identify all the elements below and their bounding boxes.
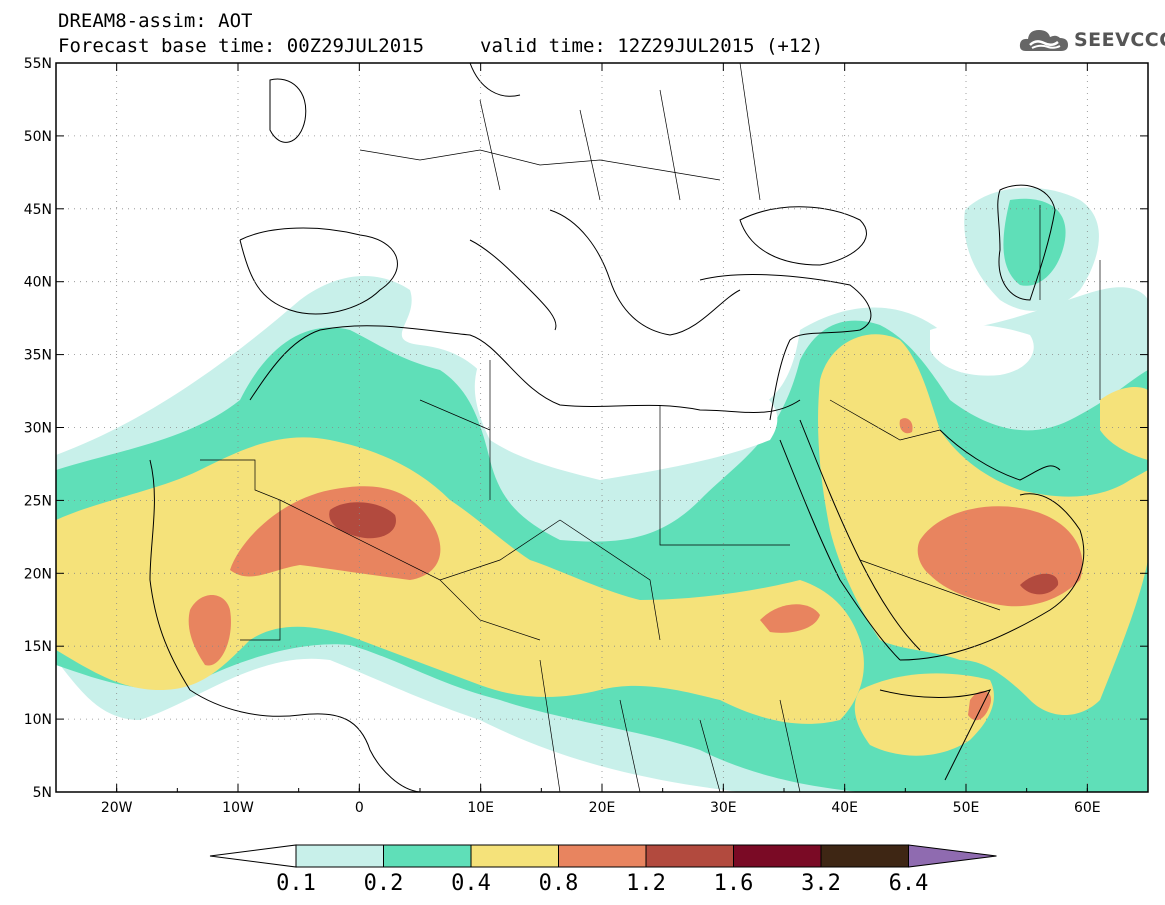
- lon-tick-label: 20E: [589, 800, 616, 816]
- aot-level-0-4-horn: [854, 673, 994, 756]
- lon-tick-label: 10E: [467, 800, 494, 816]
- aot-level-1-2-oman: [1020, 573, 1059, 595]
- cloud-icon: [1019, 30, 1068, 51]
- lat-tick-label: 20N: [24, 566, 52, 582]
- lon-tick-label: 20W: [101, 800, 133, 816]
- lon-tick-label: 0: [355, 800, 364, 816]
- colorbar-label: 6.4: [889, 871, 929, 896]
- colorbar-segment: [645, 844, 734, 868]
- lat-tick-label: 45N: [24, 202, 52, 218]
- aot-level-0-4-iran: [1100, 387, 1148, 460]
- map-axes: 20W 10W 0 10E 20E 30E 40E 50E 60E 5N 10N 15N 20N 25N 3…: [24, 56, 1149, 816]
- aot-level-0-8-iraq: [899, 418, 913, 434]
- colorbar-segment: [558, 844, 647, 868]
- colorbar-label: 0.1: [276, 871, 316, 896]
- aot-level-1-2-hoggar: [329, 502, 396, 539]
- map-title: DREAM8-assim: AOT: [58, 10, 253, 32]
- lat-tick-label: 5N: [33, 785, 52, 801]
- colorbar-label: 1.2: [626, 871, 666, 896]
- lon-tick-label: 60E: [1074, 800, 1101, 816]
- aot-level-0-8-somalia: [968, 690, 991, 721]
- aot-level-0-8-mali: [188, 595, 231, 666]
- colorbar-label: 1.6: [714, 871, 754, 896]
- colorbar-label: 3.2: [801, 871, 841, 896]
- aot-clear-libya: [474, 354, 778, 480]
- colorbar-segment: [295, 844, 384, 868]
- colorbar-segment: [470, 844, 559, 868]
- country-borders: [200, 63, 1101, 792]
- colorbar-label: 0.2: [364, 871, 404, 896]
- valid-time: valid time: 12Z29JUL2015 (+12): [480, 35, 824, 57]
- lat-tick-label: 25N: [24, 493, 52, 509]
- colorbar-label: 0.4: [451, 871, 491, 896]
- logo-text: SEEVCCC: [1074, 29, 1165, 51]
- aot-level-0-4-sahel: [56, 437, 864, 724]
- colorbar-segment: [733, 844, 822, 868]
- lon-tick-label: 30E: [710, 800, 737, 816]
- colorbar-label: 0.8: [539, 871, 579, 896]
- colorbar-segment: [383, 844, 472, 868]
- aot-clear-arabian-sea: [930, 324, 1034, 376]
- lon-tick-label: 40E: [831, 800, 858, 816]
- aot-level-0-2-caspian: [1003, 198, 1066, 286]
- colorbar-segment: [820, 844, 909, 868]
- colorbar-under-arrow: [209, 844, 297, 868]
- aot-level-0-8-sudan: [760, 604, 820, 633]
- colorbar: 0.1 0.2 0.4 0.8 1.2 1.6 3.2 6.4: [209, 844, 997, 896]
- forecast-base-time: Forecast base time: 00Z29JUL2015: [58, 35, 425, 57]
- lat-tick-label: 15N: [24, 639, 52, 655]
- lat-tick-label: 40N: [24, 275, 52, 291]
- coastlines: [149, 63, 1085, 792]
- lat-tick-label: 30N: [24, 421, 52, 437]
- seevccc-logo: SEEVCCC: [1018, 24, 1165, 56]
- lat-tick-label: 50N: [24, 129, 52, 145]
- lon-tick-label: 50E: [953, 800, 980, 816]
- lon-tick-label: 10W: [222, 800, 254, 816]
- lat-tick-label: 55N: [24, 56, 52, 72]
- lat-tick-label: 35N: [24, 348, 52, 364]
- colorbar-over-arrow: [908, 844, 997, 868]
- lat-tick-label: 10N: [24, 712, 52, 728]
